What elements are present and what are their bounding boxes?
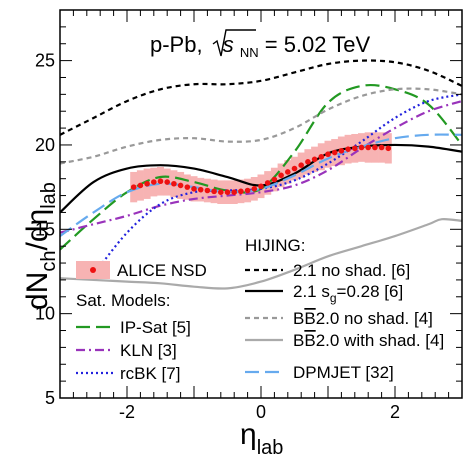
legend-dpmjet-label: DPMJET [32]: [293, 363, 394, 382]
legend-sat-label: rcBK [7]: [120, 364, 180, 383]
alice-data-point: [385, 145, 392, 152]
alice-data-point: [137, 182, 144, 189]
alice-data-point: [197, 186, 204, 193]
series-line-6: [60, 217, 462, 290]
alice-data-point: [345, 146, 351, 152]
x-tick-label: -2: [119, 402, 135, 422]
alice-data-point: [298, 162, 305, 168]
series-line-1: [60, 100, 462, 234]
x-axis-label: ηlab: [240, 418, 283, 457]
alice-data-point: [251, 186, 258, 192]
alice-data-point: [264, 180, 271, 186]
alice-data-point: [177, 182, 184, 189]
alice-data-point: [311, 156, 318, 163]
x-tick-label: 2: [390, 402, 400, 422]
alice-data-point: [238, 188, 244, 195]
plot-area: [60, 59, 462, 290]
alice-data-point: [338, 148, 345, 154]
alice-data-point: [164, 179, 170, 185]
alice-data-point: [331, 149, 338, 156]
alice-data-point: [285, 169, 291, 175]
alice-data-point: [244, 187, 251, 194]
alice-data-point: [325, 151, 331, 158]
alice-data-point: [318, 153, 325, 160]
legend-alice-label: ALICE NSD: [117, 261, 207, 280]
legend-sat-label: KLN [3]: [120, 341, 177, 360]
alice-data-point: [372, 144, 378, 151]
plot-inner: [60, 59, 462, 290]
series-line-7: [60, 133, 462, 237]
alice-data-point: [291, 165, 298, 172]
y-tick-label: 10: [35, 304, 55, 324]
alice-data-point: [151, 179, 157, 185]
alice-data-point: [157, 178, 164, 185]
alice-data-point: [130, 184, 137, 190]
legend-hijing-label: 2.1 no shad. [6]: [293, 261, 410, 280]
legend-sat-header: Sat. Models:: [76, 291, 171, 310]
chart-title: p-Pb, s NN = 5.02 TeV: [150, 32, 370, 62]
series-line-0: [60, 83, 462, 251]
series-line-3: [60, 59, 462, 136]
alice-data-point: [378, 144, 385, 151]
series-line-5: [60, 87, 462, 165]
y-tick-label: 25: [35, 51, 55, 71]
alice-data-point: [352, 145, 358, 152]
y-tick-label: 5: [45, 388, 55, 408]
alice-data-point: [358, 144, 365, 151]
alice-data-point: [258, 183, 264, 190]
alice-data-point: [171, 180, 177, 187]
legend-alice-marker: [90, 267, 96, 273]
legend-hijing-label: 2.1 sg=0.28 [6]: [293, 282, 403, 305]
labels: p-Pb, s NN = 5.02 TeV ηlab dNch/dηlab: [21, 29, 370, 457]
alice-data-point: [218, 189, 224, 195]
sqrt-sign: [212, 29, 256, 57]
alice-data-point: [191, 186, 197, 192]
y-tick-label: 20: [35, 135, 55, 155]
legend-hijing-header: HIJING:: [245, 236, 305, 255]
alice-data-point: [184, 184, 191, 190]
legend-sat-label: IP-Sat [5]: [120, 318, 191, 337]
alice-data-point: [305, 159, 311, 165]
legend-bb-label: BB2.0 with shad. [4]: [293, 331, 444, 350]
y-axis-label: dNch/dηlab: [21, 182, 60, 310]
x-tick-label: 0: [256, 402, 266, 422]
alice-data-point: [224, 189, 231, 195]
legend: ALICE NSD Sat. Models: IP-Sat [5] KLN [3] rc…: [76, 236, 444, 383]
y-tick-label: 15: [35, 219, 55, 239]
alice-data-point: [144, 180, 150, 187]
alice-data-point: [271, 176, 278, 183]
legend-bb-label: BB2.0 no shad. [4]: [293, 309, 433, 328]
alice-data-point: [231, 189, 237, 195]
alice-data-point: [211, 188, 217, 195]
alice-data-point: [278, 172, 284, 179]
alice-data-point: [365, 144, 372, 151]
alice-data-point: [204, 187, 211, 194]
